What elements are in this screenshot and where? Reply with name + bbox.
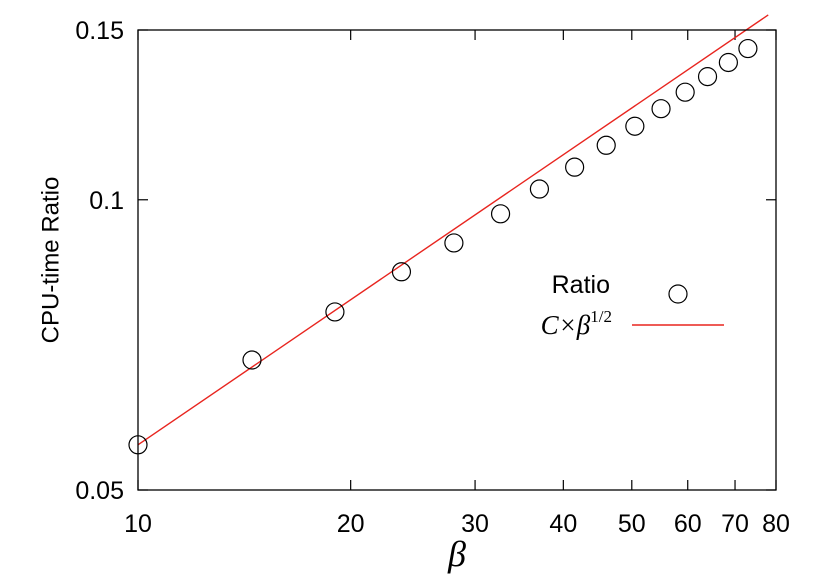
fit-line [137, 14, 769, 446]
x-tick-label: 80 [762, 510, 790, 538]
x-tick-label: 30 [461, 510, 489, 538]
y-tick-label: 0.1 [89, 187, 124, 215]
y-tick-label: 0.05 [75, 477, 124, 505]
x-tick-label: 70 [721, 510, 749, 538]
ratio-data-point [325, 302, 345, 322]
ratio-data-point [529, 179, 550, 199]
ratio-data-point [596, 135, 616, 155]
x-tick-label: 50 [618, 510, 646, 538]
ratio-data-point [738, 38, 758, 59]
plot-frame [137, 29, 777, 491]
legend-fit-exponent: 1/2 [590, 307, 612, 326]
fit-line-series [137, 14, 769, 446]
ratio-data-point [651, 99, 671, 119]
ratio-data-point [697, 67, 718, 87]
ratio-data-point [490, 204, 511, 224]
ratio-data-point [718, 52, 738, 73]
ratio-data-point [242, 350, 262, 370]
x-tick-label: 10 [124, 510, 152, 538]
x-tick-label: 40 [549, 510, 577, 538]
legend: Ratio C×β1/2 [541, 271, 724, 340]
ratio-data-point [444, 233, 464, 253]
y-axis-title: CPU-time Ratio [37, 177, 64, 344]
ratio-data-point [625, 116, 645, 136]
legend-label-fit: C×β1/2 [541, 307, 612, 340]
legend-label-ratio: Ratio [552, 271, 610, 299]
ratio-marker-series [128, 38, 758, 455]
x-tick-label: 20 [337, 510, 365, 538]
y-axis-ticks: 0.05 0.1 0.15 [75, 17, 776, 505]
x-axis-title: β [447, 534, 466, 574]
ratio-data-point [565, 157, 585, 177]
x-axis-ticks: 10 20 30 40 50 60 70 80 [124, 30, 790, 538]
x-tick-label: 60 [674, 510, 702, 538]
ratio-data-point [675, 82, 695, 102]
legend-fit-base: C×β [541, 310, 591, 340]
ratio-data-point [391, 262, 412, 282]
y-tick-label: 0.15 [75, 17, 124, 45]
legend-marker-ratio [668, 284, 688, 304]
